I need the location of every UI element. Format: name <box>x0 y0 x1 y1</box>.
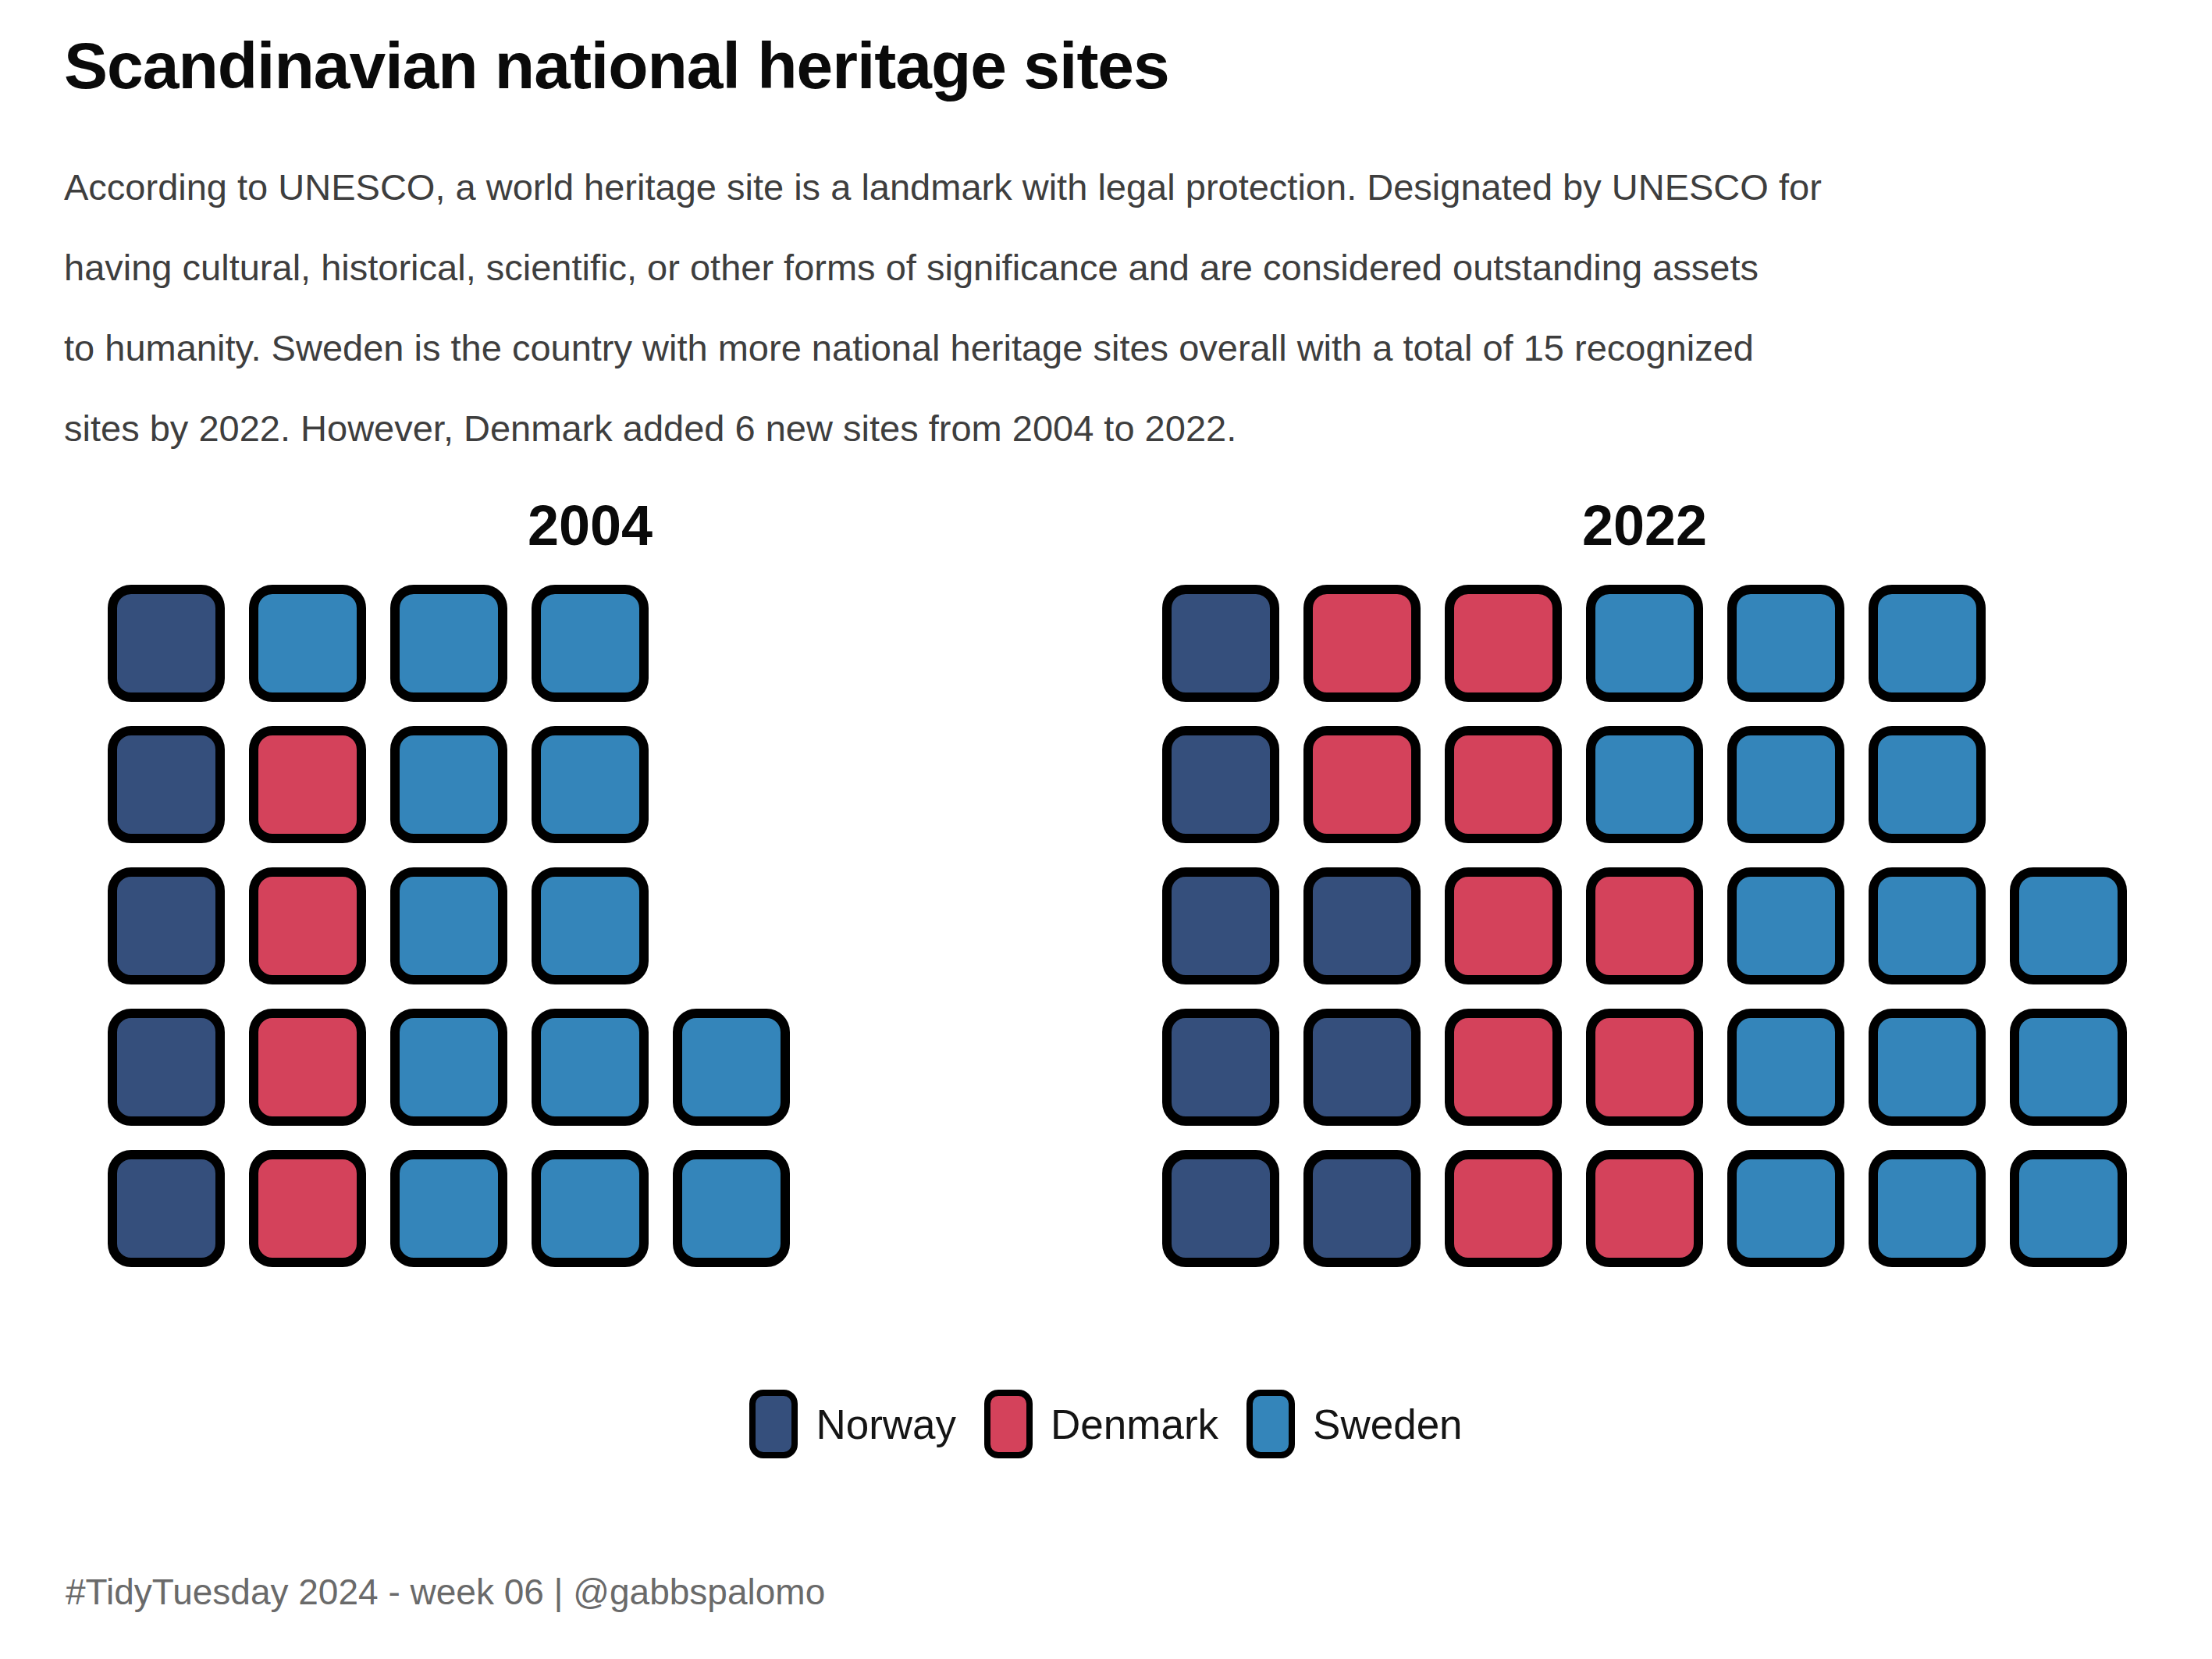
waffle-cell-sweden <box>390 867 507 984</box>
waffle-cell-sweden <box>390 726 507 843</box>
waffle-cell-sweden <box>532 867 649 984</box>
waffle-cell-norway <box>108 1150 225 1267</box>
waffle-cell-norway <box>108 585 225 702</box>
waffle-cell-sweden <box>1727 867 1844 984</box>
waffle-grid-2004 <box>108 585 790 1291</box>
waffle-cell-sweden <box>532 1150 649 1267</box>
waffle-cell-denmark <box>1586 1150 1703 1267</box>
legend-label: Sweden <box>1313 1401 1463 1448</box>
waffle-cell-norway <box>1303 1009 1421 1126</box>
waffle-cell-denmark <box>249 726 366 843</box>
subtitle-line: to humanity. Sweden is the country with … <box>64 308 1822 388</box>
waffle-cell-denmark <box>1303 585 1421 702</box>
waffle-cell-norway <box>1162 585 1279 702</box>
waffle-row <box>108 1009 790 1126</box>
waffle-cell-sweden <box>390 1009 507 1126</box>
waffle-cell-sweden <box>532 585 649 702</box>
waffle-cell-norway <box>108 867 225 984</box>
waffle-cell-sweden <box>249 585 366 702</box>
waffle-cell-norway <box>1162 1009 1279 1126</box>
waffle-row <box>1162 1009 2127 1126</box>
chart-legend: Norway Denmark Sweden <box>0 1388 2212 1460</box>
legend-label: Denmark <box>1051 1401 1218 1448</box>
waffle-cell-denmark <box>1445 1009 1562 1126</box>
waffle-row <box>1162 726 2127 843</box>
waffle-cell-sweden <box>1727 1009 1844 1126</box>
waffle-cell-sweden <box>532 726 649 843</box>
waffle-cell-sweden <box>390 585 507 702</box>
waffle-cell-sweden <box>1869 726 1986 843</box>
waffle-cell-sweden <box>1869 1150 1986 1267</box>
waffle-cell-norway <box>1162 726 1279 843</box>
waffle-cell-denmark <box>1303 726 1421 843</box>
chart-caption: #TidyTuesday 2024 - week 06 | @gabbspalo… <box>66 1571 825 1613</box>
waffle-cell-denmark <box>1445 867 1562 984</box>
waffle-cell-denmark <box>1586 867 1703 984</box>
subtitle-line: having cultural, historical, scientific,… <box>64 227 1822 308</box>
norway-swatch-icon <box>749 1390 798 1458</box>
legend-item-norway: Norway <box>749 1390 956 1458</box>
waffle-cell-sweden <box>1869 1009 1986 1126</box>
waffle-cell-denmark <box>1445 585 1562 702</box>
waffle-cell-sweden <box>1586 585 1703 702</box>
subtitle-line: According to UNESCO, a world heritage si… <box>64 147 1822 227</box>
facet-title-2022: 2022 <box>1162 494 2127 557</box>
chart-subtitle: According to UNESCO, a world heritage si… <box>64 147 1822 468</box>
waffle-row <box>1162 867 2127 984</box>
waffle-cell-sweden <box>1727 1150 1844 1267</box>
page-title: Scandinavian national heritage sites <box>64 28 1169 104</box>
denmark-swatch-icon <box>984 1390 1033 1458</box>
waffle-cell-sweden <box>390 1150 507 1267</box>
facet-title-2004: 2004 <box>108 494 1072 557</box>
waffle-cell-sweden <box>1869 867 1986 984</box>
waffle-cell-norway <box>1303 1150 1421 1267</box>
waffle-row <box>1162 585 2127 702</box>
waffle-cell-norway <box>1303 867 1421 984</box>
waffle-cell-denmark <box>1445 726 1562 843</box>
waffle-row <box>108 1150 790 1267</box>
waffle-grid-2022 <box>1162 585 2127 1291</box>
waffle-cell-denmark <box>1445 1150 1562 1267</box>
waffle-row <box>108 585 790 702</box>
waffle-cell-sweden <box>2010 1009 2127 1126</box>
waffle-cell-norway <box>1162 1150 1279 1267</box>
waffle-cell-sweden <box>532 1009 649 1126</box>
waffle-row <box>108 867 790 984</box>
legend-label: Norway <box>816 1401 956 1448</box>
waffle-cell-sweden <box>1586 726 1703 843</box>
waffle-cell-norway <box>1162 867 1279 984</box>
waffle-cell-denmark <box>1586 1009 1703 1126</box>
subtitle-line: sites by 2022. However, Denmark added 6 … <box>64 388 1822 468</box>
waffle-cell-denmark <box>249 1009 366 1126</box>
waffle-cell-norway <box>108 726 225 843</box>
waffle-cell-sweden <box>2010 1150 2127 1267</box>
waffle-cell-denmark <box>249 867 366 984</box>
waffle-cell-sweden <box>673 1150 790 1267</box>
waffle-cell-sweden <box>1727 585 1844 702</box>
waffle-cell-sweden <box>1727 726 1844 843</box>
waffle-cell-denmark <box>249 1150 366 1267</box>
waffle-chart-page: Scandinavian national heritage sites Acc… <box>0 0 2212 1659</box>
waffle-cell-norway <box>108 1009 225 1126</box>
waffle-row <box>108 726 790 843</box>
sweden-swatch-icon <box>1246 1390 1295 1458</box>
legend-item-sweden: Sweden <box>1246 1390 1463 1458</box>
waffle-cell-sweden <box>673 1009 790 1126</box>
waffle-cell-sweden <box>1869 585 1986 702</box>
waffle-cell-sweden <box>2010 867 2127 984</box>
legend-item-denmark: Denmark <box>984 1390 1218 1458</box>
waffle-row <box>1162 1150 2127 1267</box>
